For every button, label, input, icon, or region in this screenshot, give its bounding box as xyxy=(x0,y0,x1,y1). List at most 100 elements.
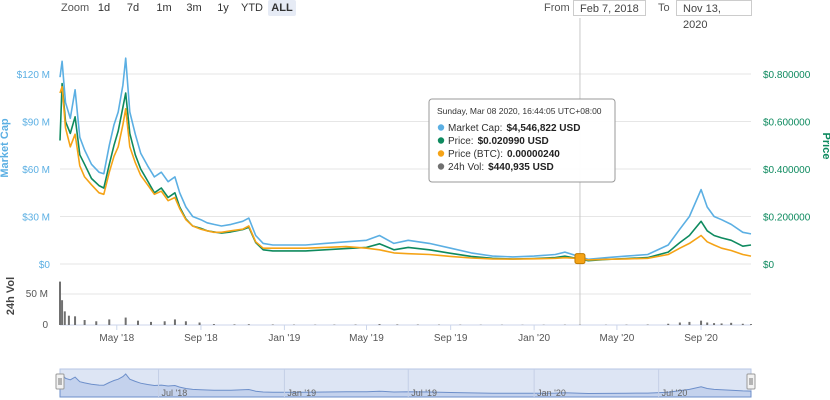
right-axis-ticks: $0 $0.200000 $0.400000 $0.600000 $0.800000 xyxy=(763,70,811,271)
grid xyxy=(60,73,751,326)
volume-bar xyxy=(720,323,723,325)
tooltip-row-value: $4,546,822 USD xyxy=(506,123,580,134)
market-cap-axis-title: Market Cap xyxy=(0,118,11,178)
volume-bar xyxy=(184,321,187,325)
tooltip-header: Sunday, Mar 08 2020, 16:44:05 UTC+08:00 xyxy=(437,106,602,116)
x-axis-tick-label: May '20 xyxy=(600,333,635,344)
from-label: From xyxy=(544,2,570,14)
volume-bar xyxy=(173,319,176,325)
tooltip-legend-dot xyxy=(437,137,445,144)
x-axis-tick-label: Jan '20 xyxy=(518,333,550,344)
volume-bar xyxy=(713,323,716,325)
volume-bars xyxy=(59,281,752,325)
left-axis-tick-label: $60 M xyxy=(22,165,50,176)
from-date-input[interactable]: Feb 7, 2018 xyxy=(573,0,646,16)
volume-bar xyxy=(247,324,250,325)
to-date-input[interactable]: Nov 13, 2020 xyxy=(676,0,752,31)
volume-bar xyxy=(59,281,61,325)
navigator[interactable]: Jul '18 Jan '19 Jul '19 Jan '20 Jul '20 xyxy=(55,368,756,398)
x-axis-ticks: May '18 Sep '18 Jan '19 May '19 Sep '19 Jan '… xyxy=(99,325,718,344)
x-axis-tick-label: May '18 xyxy=(99,333,134,344)
tooltip-box xyxy=(428,98,616,183)
x-axis-tick-label: Sep '19 xyxy=(434,333,468,344)
volume-bar xyxy=(124,317,127,325)
x-axis-tick-label: Jan '19 xyxy=(268,333,300,344)
volume-bar xyxy=(136,320,139,325)
to-label: To xyxy=(658,2,670,14)
left-axis-ticks: $0 $30 M $60 M $90 M $120 M xyxy=(17,70,51,271)
zoom-label: Zoom xyxy=(61,2,90,14)
zoom-all-button[interactable]: ALL xyxy=(268,0,296,16)
tooltip-row-value: 0.00000240 xyxy=(507,149,560,160)
zoom-1y-button[interactable]: 1y xyxy=(217,2,229,14)
zoom-1m-button[interactable]: 1m xyxy=(156,2,172,14)
tooltip: Sunday, Mar 08 2020, 16:44:05 UTC+08:00 … xyxy=(428,98,616,183)
tooltip-rows: Market Cap: $4,546,822 USD Price: $0.020990… xyxy=(437,123,580,173)
tooltip-row-label: Price (BTC): xyxy=(448,149,503,160)
volume-bar xyxy=(678,322,681,325)
tooltip-row-value: $440,935 USD xyxy=(488,162,554,173)
navigator-tick-label: Jan '20 xyxy=(537,388,566,398)
volume-bar xyxy=(212,324,215,325)
volume-bar xyxy=(149,321,152,325)
volume-bar xyxy=(750,324,752,325)
volume-bar xyxy=(378,324,381,325)
right-axis-tick-label: $0.400000 xyxy=(763,165,811,176)
volume-bar xyxy=(163,321,166,325)
navigator-handle[interactable] xyxy=(55,373,65,390)
volume-bar xyxy=(74,316,77,325)
tooltip-row-value: $0.020990 USD xyxy=(478,136,549,147)
series-line-market-cap xyxy=(59,57,752,261)
volume-bar xyxy=(95,321,98,325)
volume-bar xyxy=(741,323,744,325)
right-axis-tick-label: $0.600000 xyxy=(763,118,811,129)
volume-bar xyxy=(108,319,111,325)
volume-bar xyxy=(233,324,236,325)
volume-bar xyxy=(688,321,691,325)
right-axis-tick-label: $0.800000 xyxy=(763,70,811,81)
left-axis-tick-label: $0 xyxy=(39,260,51,271)
tooltip-row-label: Market Cap: xyxy=(448,123,502,134)
series-lines xyxy=(59,57,752,262)
x-axis-tick-label: Sep '18 xyxy=(184,333,218,344)
volume-bar xyxy=(63,311,66,325)
volume-bar xyxy=(83,320,86,325)
zoom-3m-button[interactable]: 3m xyxy=(186,2,202,14)
series-line-price xyxy=(59,82,752,262)
navigator-handle[interactable] xyxy=(746,373,756,390)
tooltip-legend-dot xyxy=(437,124,445,131)
volume-bar xyxy=(700,320,703,325)
navigator-tick-label: Jul '20 xyxy=(662,388,688,398)
x-axis-tick-label: May '19 xyxy=(349,333,384,344)
volume-bar xyxy=(706,322,709,325)
navigator-tick-label: Jul '19 xyxy=(411,388,437,398)
tooltip-legend-dot xyxy=(437,150,445,157)
left-axis-tick-label: $90 M xyxy=(22,118,50,129)
price-axis-title: Price xyxy=(820,133,830,160)
tooltip-legend-dot xyxy=(437,163,445,170)
volume-bar xyxy=(67,315,70,325)
tooltip-row-label: 24h Vol: xyxy=(448,162,484,173)
volume-bar xyxy=(730,322,733,325)
navigator-series xyxy=(59,373,752,398)
hover-marker xyxy=(574,253,586,265)
volume-bar xyxy=(667,323,670,325)
volume-axis-tick-label: 50 M xyxy=(26,289,48,300)
zoom-1d-button[interactable]: 1d xyxy=(97,2,111,14)
volume-axis-tick-label: 0 xyxy=(42,320,48,331)
range-toolbar: Zoom 1d 7d 1m 3m 1y YTD ALL From Feb 7, … xyxy=(0,0,830,31)
zoom-7d-button[interactable]: 7d xyxy=(126,2,140,14)
left-axis-tick-label: $30 M xyxy=(22,213,50,224)
volume-bar xyxy=(396,324,399,325)
right-axis-tick-label: $0 xyxy=(763,260,775,271)
navigator-tick-label: Jul '18 xyxy=(162,388,188,398)
zoom-ytd-button[interactable]: YTD xyxy=(241,2,263,14)
volume-bar xyxy=(198,322,201,325)
volume-bar xyxy=(61,300,64,325)
volume-axis-title: 24h Vol xyxy=(5,277,17,315)
left-axis-tick-label: $120 M xyxy=(17,70,50,81)
tooltip-row-label: Price: xyxy=(448,136,474,147)
right-axis-tick-label: $0.200000 xyxy=(763,213,811,224)
volume-axis-ticks: 0 50 M xyxy=(26,289,49,331)
